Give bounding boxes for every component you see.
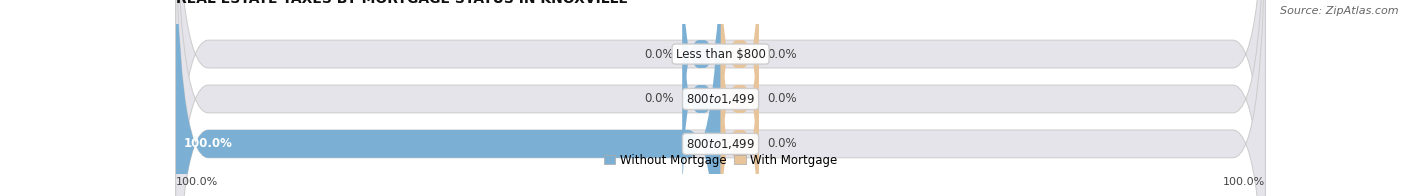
Text: 0.0%: 0.0% bbox=[766, 137, 797, 150]
Text: REAL ESTATE TAXES BY MORTGAGE STATUS IN KNOXVILLE: REAL ESTATE TAXES BY MORTGAGE STATUS IN … bbox=[176, 0, 627, 5]
FancyBboxPatch shape bbox=[721, 0, 759, 175]
Text: 100.0%: 100.0% bbox=[176, 177, 218, 187]
FancyBboxPatch shape bbox=[682, 0, 721, 196]
FancyBboxPatch shape bbox=[176, 0, 721, 196]
FancyBboxPatch shape bbox=[721, 23, 759, 196]
Legend: Without Mortgage, With Mortgage: Without Mortgage, With Mortgage bbox=[602, 152, 839, 169]
Text: 0.0%: 0.0% bbox=[644, 93, 675, 105]
Text: $800 to $1,499: $800 to $1,499 bbox=[686, 92, 755, 106]
Text: $800 to $1,499: $800 to $1,499 bbox=[686, 137, 755, 151]
FancyBboxPatch shape bbox=[176, 0, 1265, 196]
FancyBboxPatch shape bbox=[176, 0, 1265, 196]
Text: 0.0%: 0.0% bbox=[766, 93, 797, 105]
Text: 100.0%: 100.0% bbox=[184, 137, 233, 150]
FancyBboxPatch shape bbox=[176, 0, 1265, 196]
Text: 100.0%: 100.0% bbox=[1223, 177, 1265, 187]
Text: Source: ZipAtlas.com: Source: ZipAtlas.com bbox=[1281, 6, 1399, 16]
FancyBboxPatch shape bbox=[721, 0, 759, 196]
Text: 0.0%: 0.0% bbox=[766, 48, 797, 61]
Text: 0.0%: 0.0% bbox=[644, 48, 675, 61]
FancyBboxPatch shape bbox=[682, 0, 721, 175]
Text: Less than $800: Less than $800 bbox=[676, 48, 765, 61]
